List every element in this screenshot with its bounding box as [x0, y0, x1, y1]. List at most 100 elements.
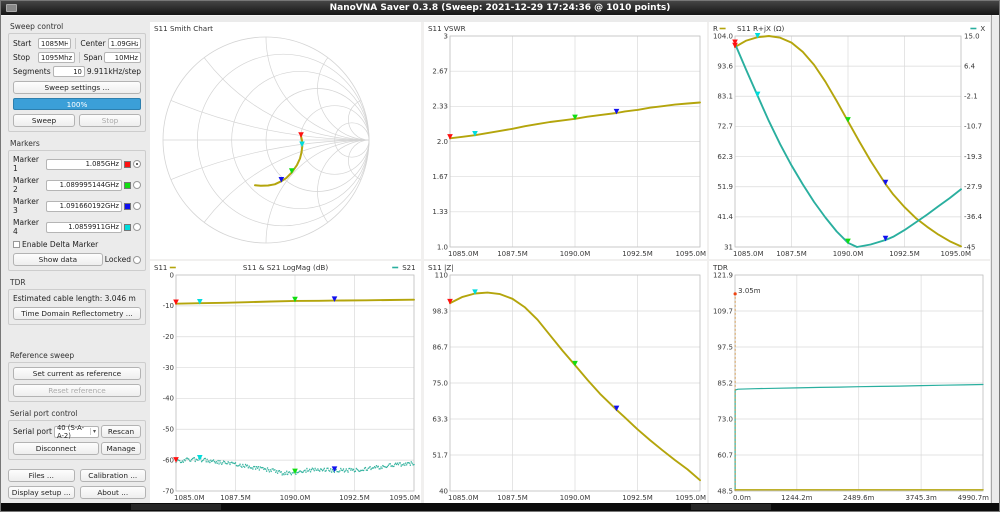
marker-4-color-swatch[interactable]: [124, 223, 131, 231]
svg-text:85.2: 85.2: [717, 379, 733, 387]
show-data-button[interactable]: Show data: [13, 253, 103, 266]
reset-reference-button[interactable]: Reset reference: [13, 384, 141, 397]
svg-text:-30: -30: [163, 364, 174, 372]
stop-button[interactable]: Stop: [79, 114, 141, 127]
rescan-button[interactable]: Rescan: [101, 425, 141, 438]
svg-text:72.7: 72.7: [717, 123, 733, 131]
marker-1-radio[interactable]: [133, 160, 141, 168]
svg-text:2.0: 2.0: [437, 138, 448, 146]
span-input[interactable]: [104, 52, 141, 63]
about-button[interactable]: About ...: [79, 486, 146, 499]
marker-2-radio[interactable]: [133, 181, 141, 189]
sweep-button[interactable]: Sweep: [13, 114, 75, 127]
start-label: Start: [13, 39, 32, 48]
enable-delta-marker-label: Enable Delta Marker: [22, 240, 99, 249]
chevron-down-icon: ▾: [89, 428, 96, 435]
serial-port-title: Serial port control: [10, 409, 78, 418]
svg-text:1087.5M: 1087.5M: [220, 494, 251, 502]
svg-text:S11 VSWR: S11 VSWR: [428, 24, 466, 33]
svg-text:-70: -70: [163, 487, 174, 495]
segments-label: Segments: [13, 67, 51, 76]
svg-text:2489.6m: 2489.6m: [843, 494, 874, 502]
svg-text:2.33: 2.33: [432, 103, 448, 111]
svg-text:121.9: 121.9: [713, 271, 733, 279]
serial-port-select[interactable]: 40 (S-A-A-2) ▾: [53, 424, 99, 440]
svg-text:1092.5M: 1092.5M: [622, 494, 653, 502]
marker-2-input[interactable]: [46, 179, 122, 191]
sweep-settings-button[interactable]: Sweep settings ...: [13, 81, 141, 94]
svg-text:3745.3m: 3745.3m: [905, 494, 936, 502]
calibration-button[interactable]: Calibration ...: [79, 469, 146, 482]
svg-text:73.0: 73.0: [717, 415, 733, 423]
marker-3-input[interactable]: [46, 200, 122, 212]
column-divider: [75, 38, 77, 49]
svg-text:97.5: 97.5: [717, 343, 733, 351]
locked-radio[interactable]: [133, 255, 141, 264]
chart-vswr[interactable]: 3 2.67 2.33 2.0 1.67 1.33 1.0 1085.0M 1087.5M 109…: [424, 22, 707, 259]
svg-text:-27.9: -27.9: [964, 183, 982, 191]
chart-tdr[interactable]: 121.9 109.7 97.5 85.2 73.0 60.7 48.5 0.0m 1244.2…: [709, 261, 990, 503]
display-setup-button[interactable]: Display setup ...: [8, 486, 75, 499]
svg-text:4990.7m: 4990.7m: [958, 494, 989, 502]
marker-1-color-swatch[interactable]: [124, 160, 131, 168]
svg-text:-2.1: -2.1: [964, 93, 978, 101]
chart-rjx[interactable]: 104.0 15.0 93.6 6.4 83.1 -2.1 72.7 -10.7 62.3 -19…: [709, 22, 990, 259]
svg-text:1087.5M: 1087.5M: [497, 494, 528, 502]
control-sidebar: Sweep control Start Center Stop Span: [1, 16, 149, 503]
segments-input[interactable]: [52, 66, 85, 77]
svg-text:1085.0M: 1085.0M: [174, 494, 205, 502]
marker-4-label: Marker 4: [13, 218, 39, 236]
svg-text:51.9: 51.9: [717, 183, 733, 191]
svg-text:15.0: 15.0: [964, 32, 980, 40]
marker-4-radio[interactable]: [133, 223, 141, 231]
chart-logmag[interactable]: 0 -10 -20 -30 -40 -50 -60 -70 1085.0M 1087.5M 1090…: [150, 261, 421, 503]
marker-3-radio[interactable]: [133, 202, 141, 210]
disconnect-button[interactable]: Disconnect: [13, 442, 99, 455]
span-label: Span: [83, 53, 103, 62]
svg-text:S21: S21: [402, 264, 415, 272]
marker-4-input[interactable]: [46, 221, 122, 233]
manage-button[interactable]: Manage: [101, 442, 141, 455]
tdr-button[interactable]: Time Domain Reflectometry ...: [13, 307, 141, 320]
svg-text:3: 3: [444, 32, 448, 40]
svg-text:1087.5M: 1087.5M: [497, 250, 528, 258]
cable-length-text: Estimated cable length: 3.046 m: [13, 294, 136, 303]
svg-text:104.0: 104.0: [713, 32, 733, 40]
svg-text:1090.0M: 1090.0M: [560, 494, 591, 502]
svg-text:1092.5M: 1092.5M: [889, 250, 920, 258]
chart-tdr-canvas: 121.9 109.7 97.5 85.2 73.0 60.7 48.50.0m 1244.2…: [712, 263, 989, 502]
chart-z[interactable]: 110 98.3 86.7 75.0 63.3 51.7 40 1085.0M 1087.5M 1…: [424, 261, 707, 503]
sidebar-spacer: [8, 332, 146, 351]
sweep-progress-bar: 100%: [13, 98, 141, 110]
serial-port-group: Serial port control Serial port 40 (S-A-…: [8, 409, 146, 460]
taskbar: [1, 503, 999, 511]
taskbar-item: [131, 504, 221, 510]
stop-input[interactable]: [38, 52, 75, 63]
enable-delta-marker-checkbox[interactable]: [13, 241, 20, 248]
sweep-control-group: Sweep control Start Center Stop Span: [8, 22, 146, 132]
svg-text:109.7: 109.7: [713, 307, 733, 315]
svg-text:1092.5M: 1092.5M: [339, 494, 370, 502]
svg-text:6.4: 6.4: [964, 62, 976, 70]
svg-text:-45: -45: [964, 243, 975, 251]
start-input[interactable]: [38, 38, 72, 49]
files-button[interactable]: Files ...: [8, 469, 75, 482]
svg-text:R: R: [713, 25, 718, 33]
center-input[interactable]: [107, 38, 141, 49]
set-reference-button[interactable]: Set current as reference: [13, 367, 141, 380]
svg-text:1090.0M: 1090.0M: [280, 494, 311, 502]
marker-2-color-swatch[interactable]: [124, 181, 131, 189]
svg-text:2.67: 2.67: [432, 67, 448, 75]
marker-1-input[interactable]: [46, 158, 122, 170]
markers-title: Markers: [10, 139, 40, 148]
svg-text:48.5: 48.5: [717, 487, 733, 495]
svg-text:S11 R+jX (Ω): S11 R+jX (Ω): [737, 24, 785, 33]
taskbar-item: [691, 504, 771, 510]
chart-smith[interactable]: S11 Smith Chart: [150, 22, 421, 259]
svg-text:110: 110: [435, 271, 448, 279]
svg-text:-10.7: -10.7: [964, 123, 982, 131]
marker-3-color-swatch[interactable]: [124, 202, 131, 210]
svg-text:1092.5M: 1092.5M: [622, 250, 653, 258]
